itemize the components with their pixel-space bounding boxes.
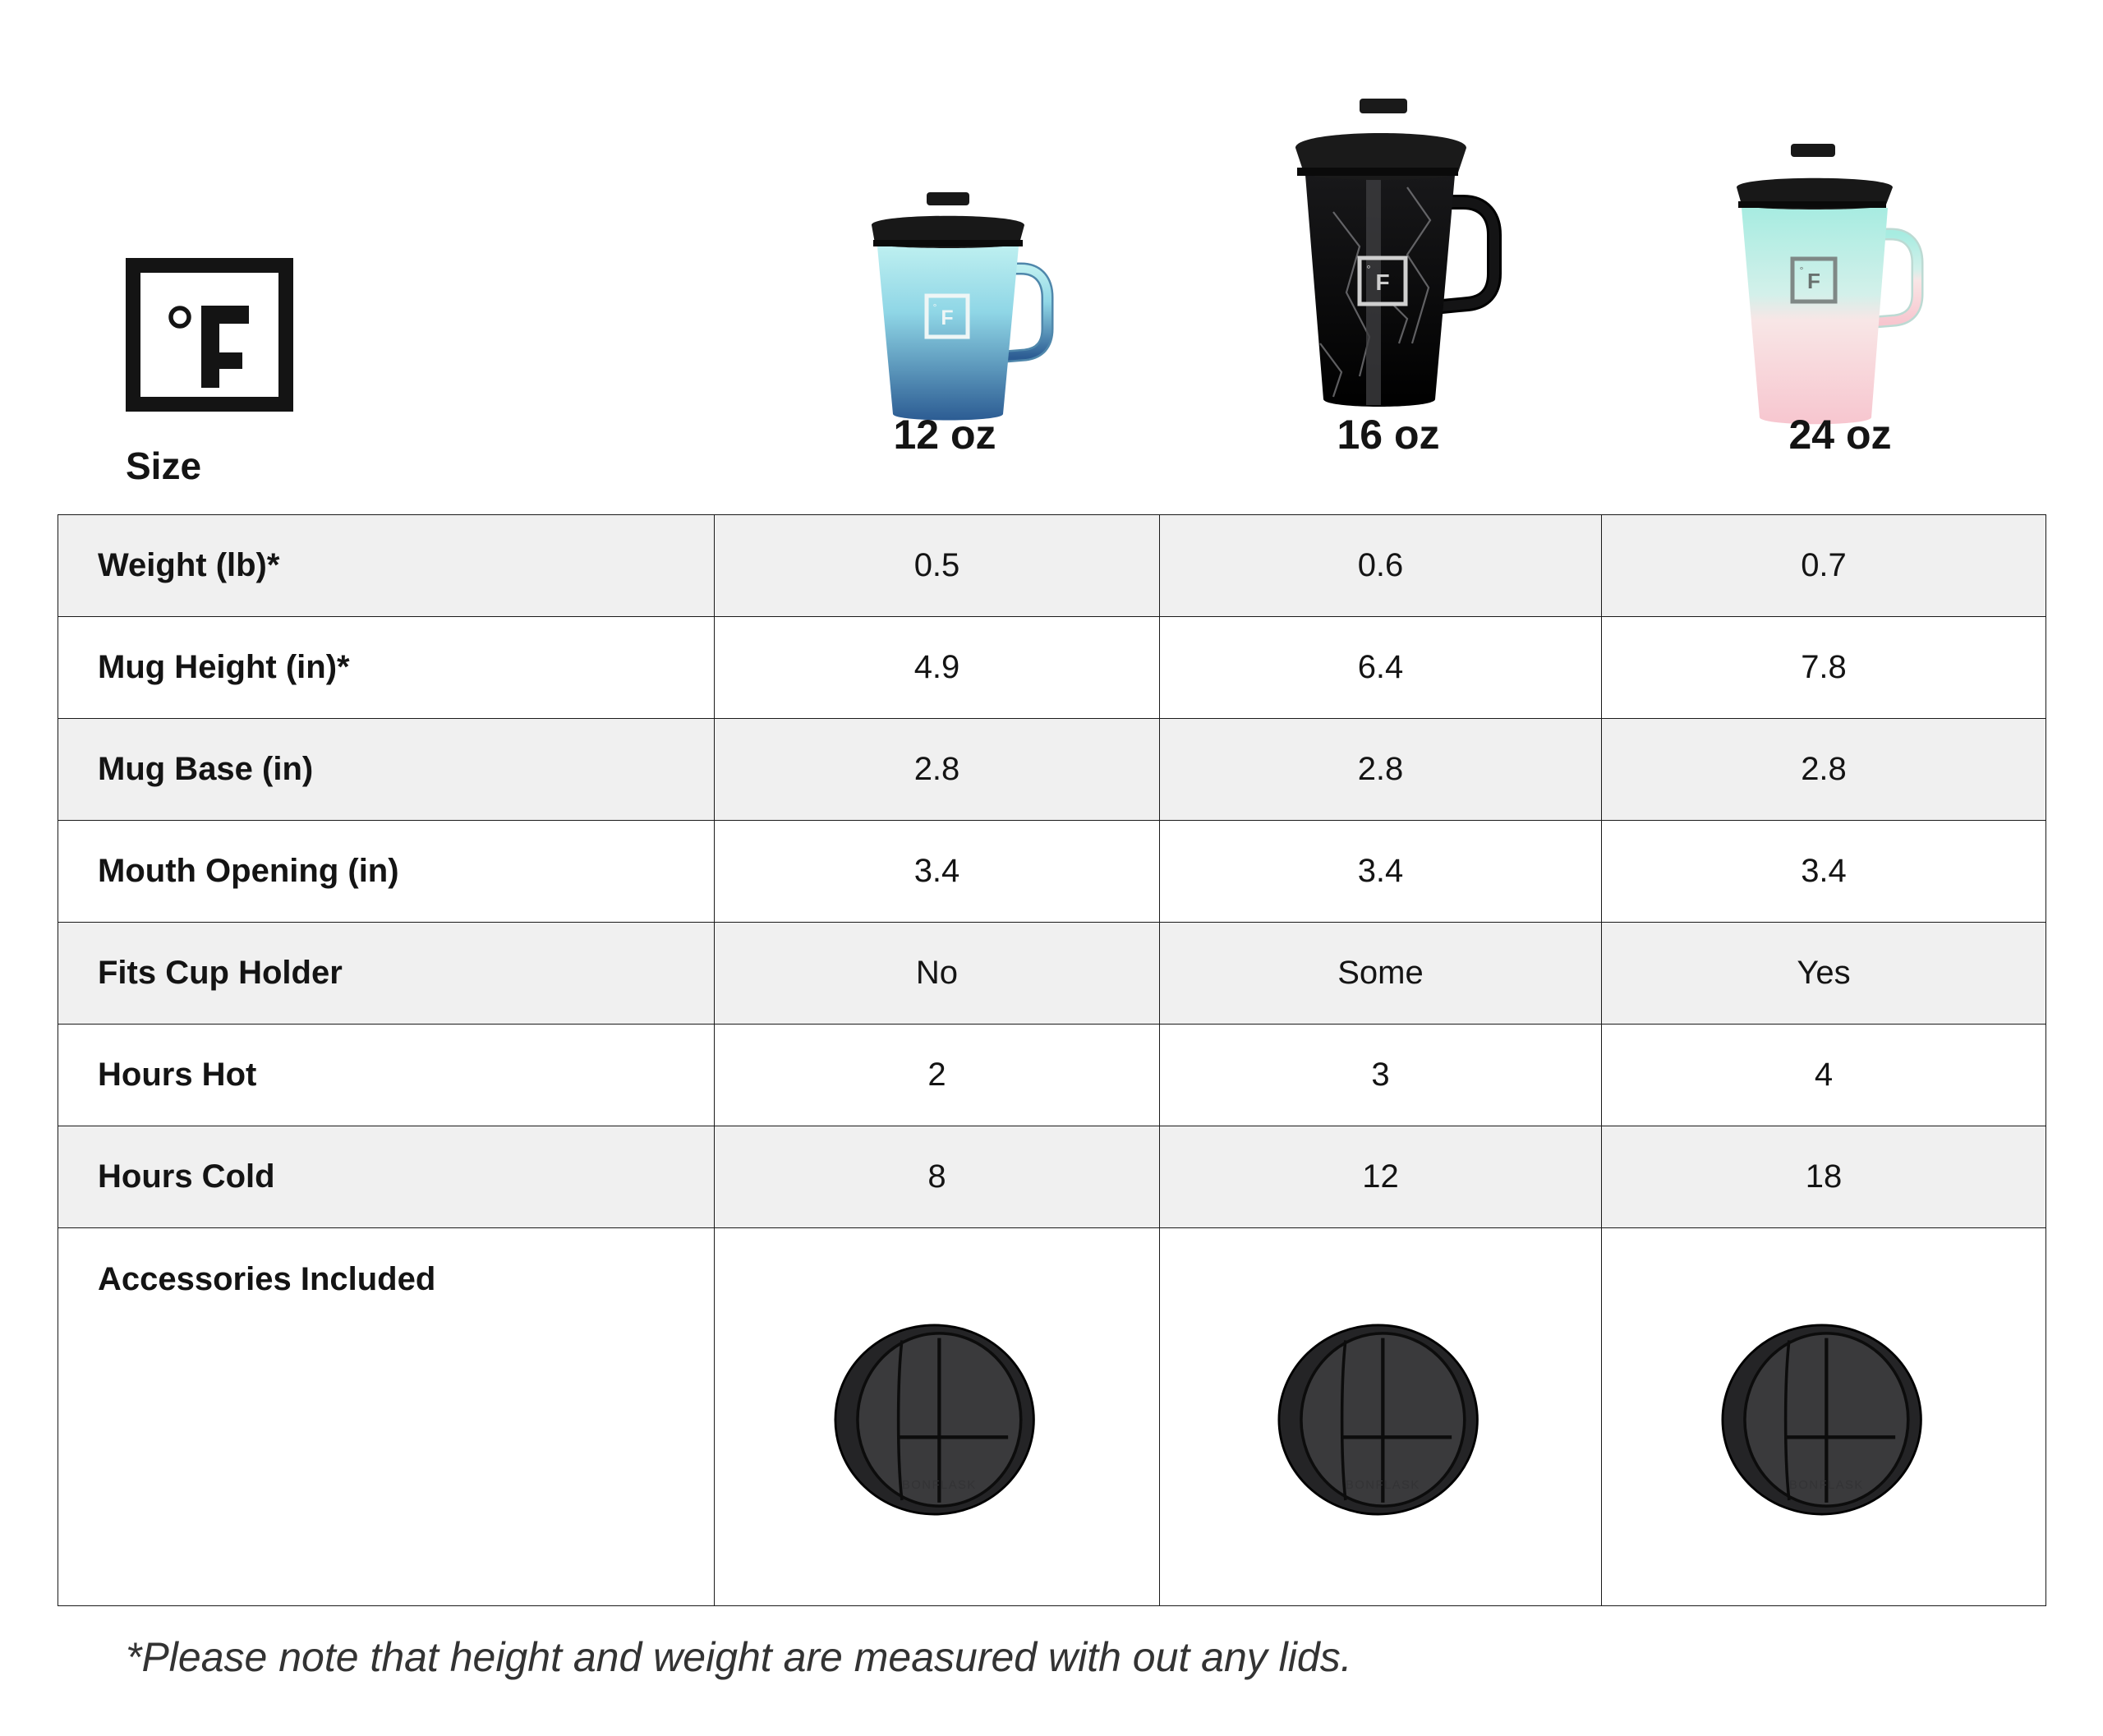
svg-text:°: ° <box>933 302 937 313</box>
svg-text:F: F <box>1807 269 1820 293</box>
svg-text:F: F <box>1375 269 1389 295</box>
svg-text:°: ° <box>1366 263 1370 275</box>
svg-text:F: F <box>941 306 953 329</box>
svg-text:°: ° <box>1800 265 1804 276</box>
